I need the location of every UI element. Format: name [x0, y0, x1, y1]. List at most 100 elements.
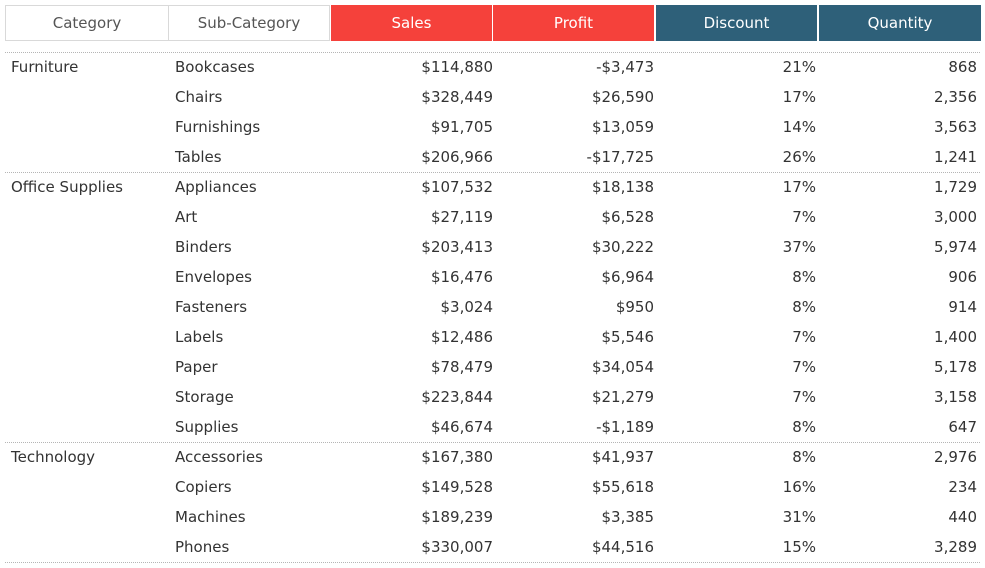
quantity-cell: 2,356	[934, 88, 977, 106]
discount-cell: 17%	[782, 88, 816, 106]
header-discount[interactable]: Discount	[656, 5, 818, 41]
sub-category-cell: Fasteners	[175, 298, 248, 316]
quantity-cell: 3,563	[934, 118, 977, 136]
sub-category-cell: Storage	[175, 388, 234, 406]
quantity-cell: 914	[948, 298, 977, 316]
quantity-cell: 440	[948, 508, 977, 526]
quantity-cell: 906	[948, 268, 977, 286]
table-row[interactable]: Tables $206,966 -$17,725 26% 1,241	[5, 142, 980, 172]
profit-cell: $5,546	[601, 328, 655, 346]
quantity-cell: 234	[948, 478, 977, 496]
header-profit[interactable]: Profit	[493, 5, 655, 41]
sub-category-cell: Machines	[175, 508, 246, 526]
profit-cell: $55,618	[591, 478, 654, 496]
table-row[interactable]: Fasteners $3,024 $950 8% 914	[5, 292, 980, 322]
quantity-cell: 3,000	[934, 208, 977, 226]
category-label[interactable]: Technology	[11, 448, 96, 466]
discount-cell: 14%	[782, 118, 816, 136]
discount-cell: 8%	[792, 448, 816, 466]
quantity-cell: 868	[948, 58, 977, 76]
sales-cell: $328,449	[421, 88, 493, 106]
header-quantity[interactable]: Quantity	[819, 5, 981, 41]
sales-cell: $3,024	[440, 298, 494, 316]
sub-category-cell: Copiers	[175, 478, 232, 496]
sales-cell: $91,705	[430, 118, 493, 136]
profit-cell: $26,590	[591, 88, 654, 106]
sales-cell: $46,674	[430, 418, 493, 436]
table-row[interactable]: Phones $330,007 $44,516 15% 3,289	[5, 532, 980, 562]
sub-category-cell: Phones	[175, 538, 230, 556]
table-row[interactable]: Storage $223,844 $21,279 7% 3,158	[5, 382, 980, 412]
profit-cell: $41,937	[591, 448, 654, 466]
table-row[interactable]: Copiers $149,528 $55,618 16% 234	[5, 472, 980, 502]
table-body: Furniture Bookcases $114,880 -$3,473 21% 868 C…	[5, 52, 980, 563]
table-row[interactable]: Machines $189,239 $3,385 31% 440	[5, 502, 980, 532]
profit-cell: $44,516	[591, 538, 654, 556]
table-row[interactable]: Art $27,119 $6,528 7% 3,000	[5, 202, 980, 232]
profit-cell: $13,059	[591, 118, 654, 136]
sub-category-cell: Labels	[175, 328, 224, 346]
discount-cell: 7%	[792, 208, 816, 226]
sales-cell: $206,966	[421, 148, 493, 166]
sub-category-cell: Envelopes	[175, 268, 252, 286]
sales-cell: $223,844	[421, 388, 493, 406]
group-divider	[5, 52, 980, 53]
quantity-cell: 5,974	[934, 238, 977, 256]
discount-cell: 37%	[782, 238, 816, 256]
group-divider	[5, 172, 980, 173]
sales-cell: $149,528	[421, 478, 493, 496]
discount-cell: 31%	[782, 508, 816, 526]
header-category[interactable]: Category	[5, 5, 169, 41]
profit-cell: $3,385	[601, 508, 655, 526]
table-row[interactable]: Supplies $46,674 -$1,189 8% 647	[5, 412, 980, 442]
header-sub-category[interactable]: Sub-Category	[168, 5, 330, 41]
quantity-cell: 647	[948, 418, 977, 436]
table-row[interactable]: Appliances $107,532 $18,138 17% 1,729	[5, 172, 980, 202]
sales-cell: $167,380	[421, 448, 493, 466]
profit-cell: $6,964	[601, 268, 655, 286]
quantity-cell: 1,400	[934, 328, 977, 346]
profit-cell: $950	[615, 298, 654, 316]
discount-cell: 7%	[792, 328, 816, 346]
sales-cell: $114,880	[421, 58, 493, 76]
discount-cell: 15%	[782, 538, 816, 556]
sales-cell: $12,486	[430, 328, 493, 346]
quantity-cell: 3,158	[934, 388, 977, 406]
discount-cell: 8%	[792, 418, 816, 436]
table-row[interactable]: Paper $78,479 $34,054 7% 5,178	[5, 352, 980, 382]
sub-category-cell: Binders	[175, 238, 232, 256]
profit-cell: $6,528	[601, 208, 655, 226]
sub-category-cell: Paper	[175, 358, 218, 376]
table-row[interactable]: Bookcases $114,880 -$3,473 21% 868	[5, 52, 980, 82]
profit-cell: -$3,473	[596, 58, 654, 76]
profit-cell: $30,222	[591, 238, 654, 256]
discount-cell: 16%	[782, 478, 816, 496]
table-row[interactable]: Binders $203,413 $30,222 37% 5,974	[5, 232, 980, 262]
sub-category-cell: Chairs	[175, 88, 223, 106]
category-group: Furniture Bookcases $114,880 -$3,473 21% 868 C…	[5, 52, 980, 172]
table-row[interactable]: Furnishings $91,705 $13,059 14% 3,563	[5, 112, 980, 142]
sub-category-cell: Furnishings	[175, 118, 261, 136]
sub-category-cell: Appliances	[175, 178, 257, 196]
sales-cell: $27,119	[430, 208, 493, 226]
sub-category-cell: Art	[175, 208, 198, 226]
category-group: Technology Accessories $167,380 $41,937 8% 2,…	[5, 442, 980, 562]
sales-cell: $189,239	[421, 508, 493, 526]
sales-cell: $330,007	[421, 538, 493, 556]
category-label[interactable]: Office Supplies	[11, 178, 124, 196]
discount-cell: 17%	[782, 178, 816, 196]
table-row[interactable]: Chairs $328,449 $26,590 17% 2,356	[5, 82, 980, 112]
table-row[interactable]: Accessories $167,380 $41,937 8% 2,976	[5, 442, 980, 472]
sales-cell: $16,476	[430, 268, 493, 286]
table-row[interactable]: Labels $12,486 $5,546 7% 1,400	[5, 322, 980, 352]
table-row[interactable]: Envelopes $16,476 $6,964 8% 906	[5, 262, 980, 292]
profit-cell: -$17,725	[586, 148, 654, 166]
sales-cell: $107,532	[421, 178, 493, 196]
discount-cell: 7%	[792, 388, 816, 406]
discount-cell: 8%	[792, 298, 816, 316]
category-label[interactable]: Furniture	[11, 58, 79, 76]
quantity-cell: 1,241	[934, 148, 977, 166]
profit-cell: -$1,189	[596, 418, 654, 436]
sub-category-cell: Tables	[175, 148, 222, 166]
header-sales[interactable]: Sales	[331, 5, 493, 41]
